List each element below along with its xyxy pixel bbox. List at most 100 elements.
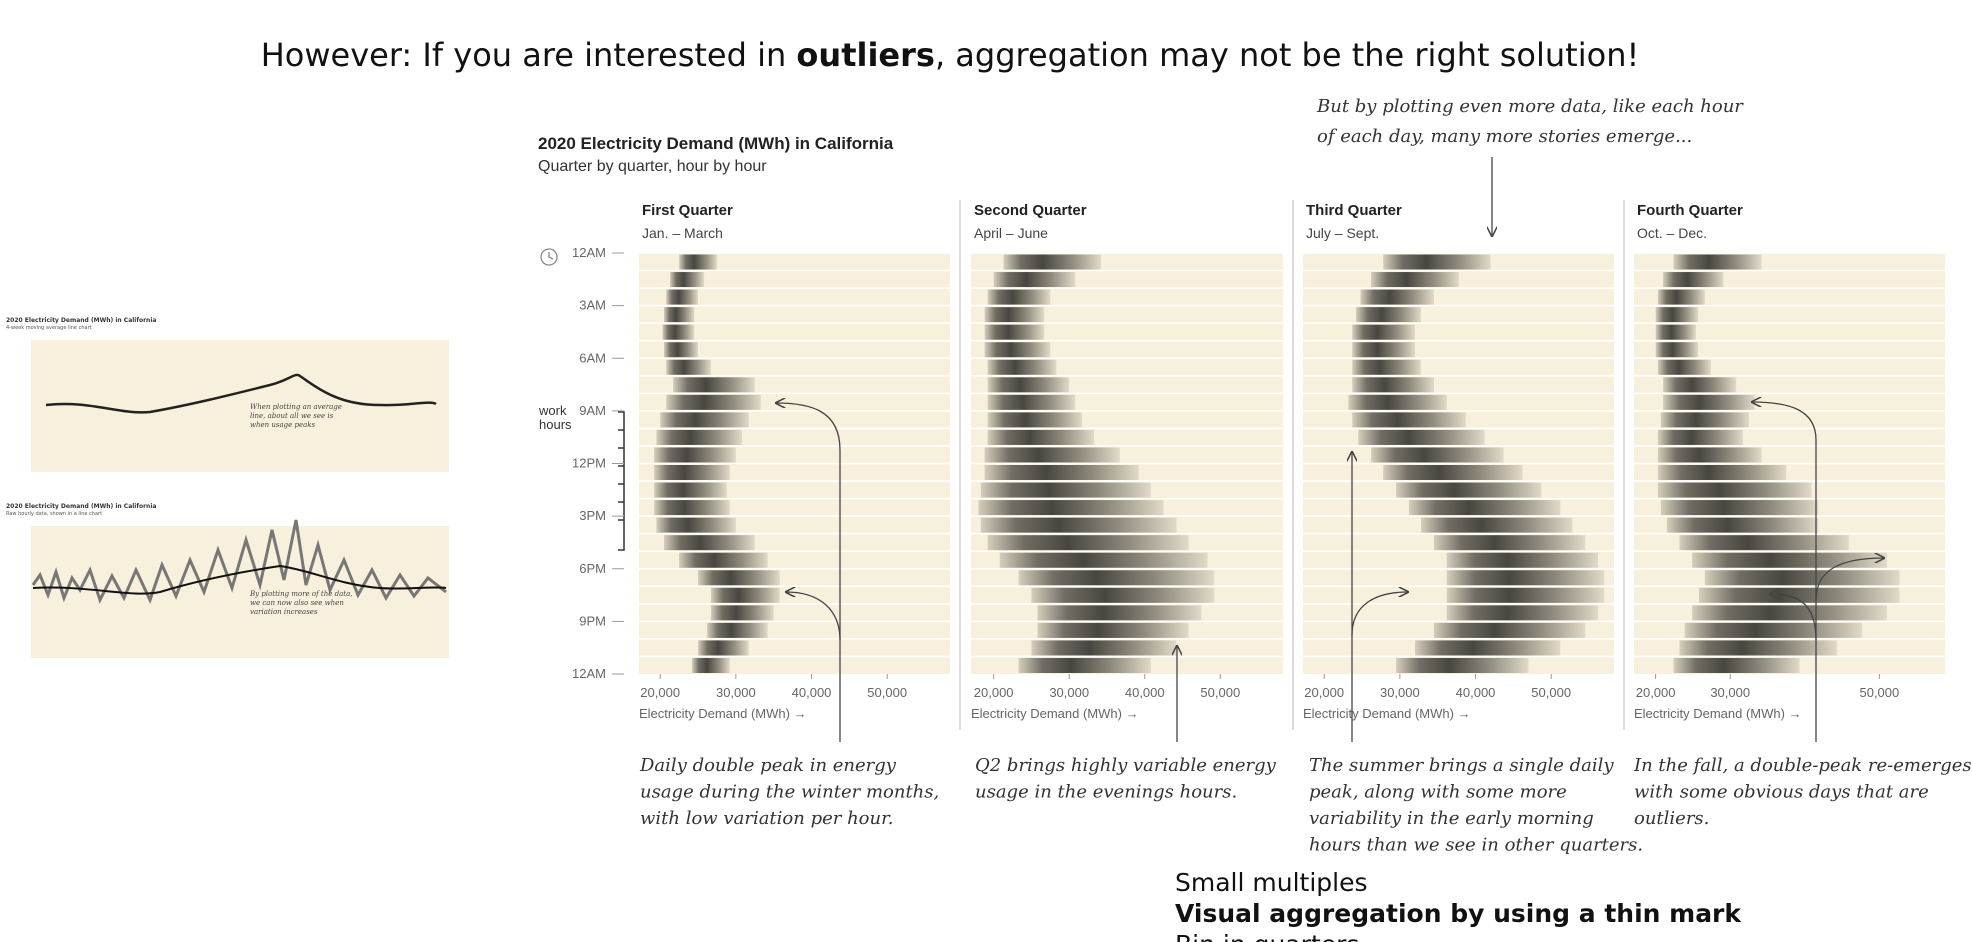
demand-range	[1433, 535, 1586, 551]
bottom-annotation: Daily double peak in energy	[639, 755, 897, 776]
y-tick-label: 9PM	[579, 613, 606, 628]
y-tick-label: 6PM	[579, 561, 606, 576]
demand-range	[978, 500, 1164, 516]
demand-range	[1446, 605, 1599, 621]
demand-range	[1371, 447, 1504, 463]
demand-range	[1704, 570, 1900, 586]
bottom-annotation: peak, along with some more	[1309, 782, 1567, 803]
y-tick-label: 9AM	[579, 403, 606, 418]
bullet: Bin in quarters	[1175, 930, 1359, 942]
demand-range	[1358, 429, 1485, 445]
demand-range	[1673, 657, 1800, 673]
demand-range	[698, 570, 780, 586]
bullet: Visual aggregation by using a thin mark	[1175, 899, 1742, 928]
demand-range	[1352, 412, 1466, 428]
x-tick-label: 30,000	[716, 685, 756, 700]
x-tick-label: 20,000	[640, 685, 680, 700]
bottom-annotation: usage in the evenings hours.	[975, 782, 1237, 803]
demand-range	[710, 587, 780, 603]
demand-range	[1657, 482, 1812, 498]
demand-range	[698, 640, 749, 656]
demand-range	[987, 412, 1083, 428]
demand-range	[666, 394, 761, 410]
x-tick-label: 20,000	[1636, 685, 1676, 700]
demand-range	[1657, 359, 1711, 375]
demand-range	[1352, 342, 1415, 358]
demand-range	[654, 500, 730, 516]
demand-range	[673, 377, 755, 393]
x-tick-label: 40,000	[1456, 685, 1496, 700]
demand-range	[1673, 254, 1762, 270]
demand-range	[1692, 552, 1887, 568]
demand-range	[654, 465, 730, 481]
demand-range	[656, 429, 742, 445]
demand-range	[691, 657, 730, 673]
x-tick-label: 20,000	[974, 685, 1014, 700]
panel-title: Third Quarter	[1306, 202, 1402, 219]
demand-range	[1396, 657, 1529, 673]
demand-range	[1421, 517, 1573, 533]
demand-range	[670, 272, 705, 288]
x-tick-label: 30,000	[1710, 685, 1750, 700]
x-tick-label: 20,000	[1304, 685, 1344, 700]
y-tick-label: 3PM	[579, 508, 606, 523]
chart-title: 2020 Electricity Demand (MWh) in Califor…	[538, 134, 894, 153]
chart-subtitle: Quarter by quarter, hour by hour	[538, 158, 767, 175]
x-tick-label: 50,000	[1200, 685, 1240, 700]
demand-range	[1383, 465, 1523, 481]
demand-range	[1657, 465, 1787, 481]
bottom-annotation: Q2 brings highly variable energy	[975, 755, 1277, 776]
thumb-annotation: line, about all we see is	[250, 412, 334, 420]
panel-title: Second Quarter	[974, 202, 1087, 219]
demand-range	[980, 482, 1151, 498]
demand-range	[1663, 394, 1755, 410]
demand-range	[1657, 447, 1762, 463]
clock-icon	[540, 248, 558, 266]
demand-range	[1657, 429, 1743, 445]
demand-range	[1352, 359, 1422, 375]
thumb-annotation: variation increases	[250, 608, 318, 616]
demand-range	[1657, 289, 1705, 305]
x-tick-label: 40,000	[792, 685, 832, 700]
x-tick-label: 50,000	[867, 685, 907, 700]
demand-range	[662, 324, 695, 340]
demand-range	[984, 447, 1120, 463]
demand-range	[1383, 254, 1491, 270]
demand-range	[1660, 412, 1749, 428]
x-tick-label: 30,000	[1380, 685, 1420, 700]
demand-range	[660, 412, 749, 428]
demand-range	[987, 394, 1076, 410]
demand-range	[1660, 500, 1819, 516]
arrow	[1770, 594, 1817, 641]
thumb-annotation: When plotting an average	[250, 403, 342, 411]
y-tick-label: 12AM	[572, 245, 606, 260]
x-axis-label: Electricity Demand (MWh) →	[971, 706, 1139, 721]
demand-range	[987, 377, 1070, 393]
y-tick-label: 12PM	[572, 456, 606, 471]
demand-range	[1663, 272, 1724, 288]
demand-range	[1003, 254, 1101, 270]
demand-range	[666, 359, 711, 375]
y-tick-label: 6AM	[579, 350, 606, 365]
arrow	[1752, 402, 1817, 742]
demand-range	[1355, 307, 1422, 323]
demand-range	[999, 552, 1208, 568]
y-annotation: work	[538, 403, 567, 418]
demand-range	[663, 342, 699, 358]
panel-title: First Quarter	[642, 202, 733, 219]
x-tick-label: 40,000	[1125, 685, 1165, 700]
thumb-annotation: we can now also see when	[250, 599, 344, 607]
bullet: Small multiples	[1175, 868, 1368, 897]
x-axis-label: Electricity Demand (MWh) →	[639, 706, 807, 721]
y-tick-label: 3AM	[579, 298, 606, 313]
arrow	[786, 592, 841, 641]
demand-range	[1360, 289, 1434, 305]
panel-subtitle: Jan. – March	[642, 225, 723, 241]
demand-range	[1352, 377, 1434, 393]
demand-range	[1031, 640, 1177, 656]
thumb-title: 2020 Electricity Demand (MWh) in Califor…	[6, 503, 156, 510]
arrows	[776, 157, 1884, 742]
arrow	[776, 403, 841, 742]
demand-range	[984, 307, 1045, 323]
